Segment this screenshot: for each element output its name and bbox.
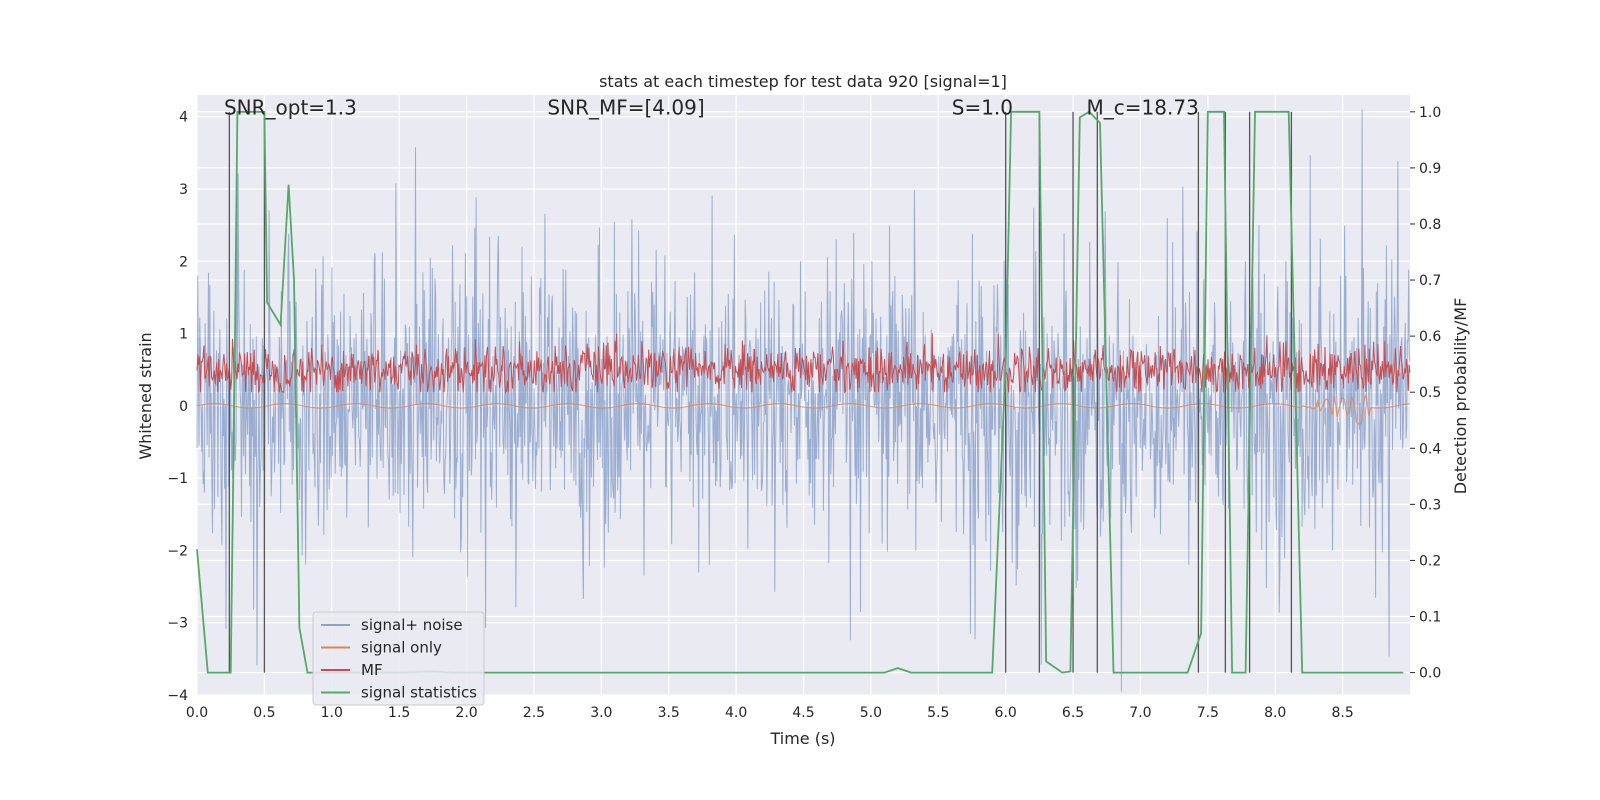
x-axis-label: Time (s): [769, 729, 835, 748]
mf-series: [196, 333, 1411, 394]
y-tick-label-right: 0.5: [1419, 385, 1441, 401]
x-tick-label: 4.0: [725, 705, 747, 721]
legend-label: signal only: [361, 639, 442, 657]
legend-label: MF: [361, 661, 383, 679]
x-tick-label: 0.5: [253, 705, 275, 721]
x-tick-label: 6.5: [1062, 705, 1084, 721]
y-tick-label-right: 0.1: [1419, 609, 1441, 625]
x-tick-label: 8.0: [1264, 705, 1286, 721]
y-tick-label-right: 0.4: [1419, 441, 1441, 457]
x-tick-label: 5.0: [860, 705, 882, 721]
y-tick-label-right: 0.0: [1419, 666, 1441, 682]
x-tick-label: 8.5: [1331, 705, 1353, 721]
legend-box: [312, 611, 485, 706]
legend-label: signal+ noise: [361, 616, 463, 634]
x-tick-label: 5.5: [927, 705, 949, 721]
annotation-3: M_c=18.73: [1087, 96, 1199, 120]
x-tick-label: 4.5: [792, 705, 814, 721]
y-tick-label-right: 0.6: [1419, 329, 1441, 345]
x-tick-label: 0.0: [186, 705, 208, 721]
signal-statistics-series: [196, 110, 1404, 674]
y-axis-label-right: Detection probability/MF: [1451, 298, 1470, 495]
y-tick-label-left: 4: [179, 110, 188, 126]
vertical-markers: [228, 111, 1293, 673]
y-axis-label-left: Whitened strain: [136, 332, 155, 459]
x-tick-label: 7.0: [1129, 705, 1151, 721]
y-tick-label-left: −4: [167, 688, 188, 704]
y-tick-label-left: 2: [179, 254, 188, 270]
grid: [196, 95, 1410, 696]
x-tick-label: 3.0: [590, 705, 612, 721]
y-tick-label-right: 0.9: [1419, 161, 1441, 177]
legend-label: signal statistics: [361, 684, 477, 702]
x-tick-label: 6.0: [995, 705, 1017, 721]
y-tick-label-left: 1: [179, 327, 188, 343]
mf-line: [196, 333, 1411, 394]
signal-only-line: [196, 393, 1411, 425]
ticks: 0.0 0.5 1.0 1.5 2.0 2.5 3.0 3.5 4.0 4.5 5.0 5.5 6.0 6…: [167, 105, 1441, 721]
y-tick-label-right: 0.2: [1419, 553, 1441, 569]
annotation-2: S=1.0: [952, 96, 1013, 120]
x-tick-label: 2.0: [455, 705, 477, 721]
y-tick-label-left: −1: [167, 471, 188, 487]
y-tick-label-right: 0.3: [1419, 497, 1441, 513]
y-tick-label-left: −2: [167, 543, 188, 559]
y-tick-label-left: 3: [179, 182, 188, 198]
signal-only-series: [196, 393, 1411, 425]
y-tick-label-right: 1.0: [1419, 105, 1441, 121]
x-tick-label: 3.5: [658, 705, 680, 721]
x-tick-label: 7.5: [1197, 705, 1219, 721]
annotation-0: SNR_opt=1.3: [224, 96, 357, 120]
y-tick-label-left: 0: [179, 399, 188, 415]
legend: signal+ noise signal only MF signal statist…: [312, 611, 485, 706]
y-tick-label-left: −3: [167, 616, 188, 632]
x-tick-label: 2.5: [523, 705, 545, 721]
y-tick-label-right: 0.7: [1419, 273, 1441, 289]
y-tick-label-right: 0.8: [1419, 217, 1441, 233]
annotations: SNR_opt=1.3 SNR_MF=[4.09] S=1.0 M_c=18.73: [224, 96, 1199, 120]
signal-statistics-line: [196, 110, 1404, 674]
chart-title: stats at each timestep for test data 920…: [599, 72, 1007, 91]
x-tick-label: 1.5: [388, 705, 410, 721]
annotation-1: SNR_MF=[4.09]: [547, 96, 704, 120]
x-tick-label: 1.0: [321, 705, 343, 721]
